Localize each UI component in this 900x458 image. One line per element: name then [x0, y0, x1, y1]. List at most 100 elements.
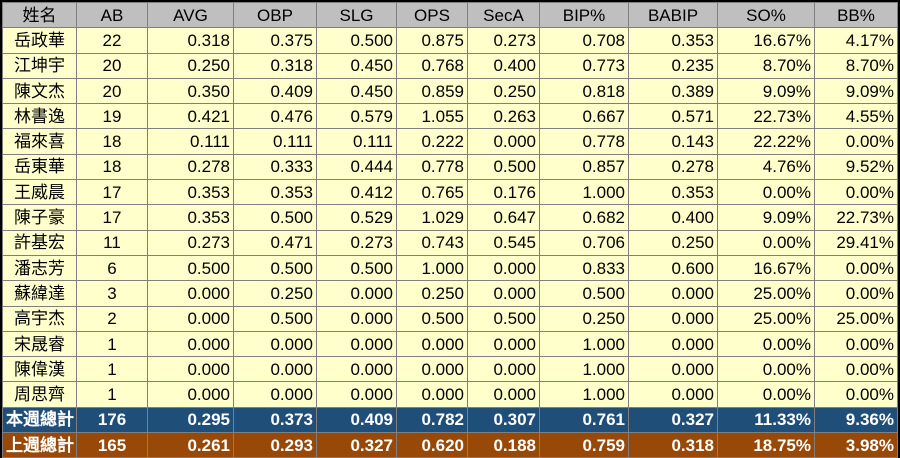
stat-cell: 0.500 — [539, 280, 629, 307]
stat-cell: 0.278 — [628, 153, 718, 181]
stat-cell: 0.318 — [147, 27, 234, 54]
total-stat-cell: 0.295 — [147, 406, 234, 434]
stat-cell: 0.263 — [467, 103, 540, 130]
stat-cell: 1.000 — [539, 381, 629, 408]
stat-cell: 0.500 — [233, 204, 317, 231]
stat-cell: 0.444 — [316, 153, 397, 181]
stat-cell: 0.00% — [717, 356, 815, 383]
stat-cell: 0.000 — [316, 305, 397, 332]
stat-cell: 0.500 — [316, 27, 397, 54]
stat-cell: 25.00% — [814, 305, 898, 332]
stat-cell: 0.000 — [628, 280, 718, 307]
stat-cell: 0.708 — [539, 27, 629, 54]
stat-cell: 0.318 — [233, 52, 317, 79]
this-week-total-row: 本週總計 176 0.295 0.373 0.409 0.782 0.307 0.761 0.3… — [2, 406, 898, 434]
stat-cell: 4.17% — [814, 27, 898, 54]
stat-cell: 0.450 — [316, 52, 397, 79]
column-header: SLG — [316, 1, 397, 29]
stat-cell: 0.333 — [233, 153, 317, 181]
table-row: 福來喜 18 0.111 0.111 0.111 0.222 0.000 0.778 0.143… — [2, 128, 898, 155]
stat-cell: 0.250 — [147, 52, 234, 79]
stat-cell: 0.500 — [233, 254, 317, 282]
table-row: 周思齊 1 0.000 0.000 0.000 0.000 0.000 1.000 0.000 0… — [2, 381, 898, 408]
stat-cell: 0.000 — [628, 305, 718, 332]
stat-cell: 0.111 — [316, 128, 397, 155]
table-row: 岳政華 22 0.318 0.375 0.500 0.875 0.273 0.708 0.353… — [2, 27, 898, 54]
stat-cell: 0.500 — [316, 254, 397, 282]
total-stat-cell: 0.293 — [233, 432, 317, 458]
stat-cell: 0.00% — [814, 381, 898, 408]
stat-cell: 0.273 — [316, 229, 397, 256]
stat-cell: 0.600 — [628, 254, 718, 282]
stat-cell: 0.000 — [467, 280, 540, 307]
stat-cell: 0.00% — [814, 128, 898, 155]
total-stat-cell: 3.98% — [814, 432, 898, 458]
stat-cell: 1 — [76, 381, 148, 408]
stat-cell: 3 — [76, 280, 148, 307]
stat-cell: 0.250 — [233, 280, 317, 307]
stat-cell: 0.667 — [539, 103, 629, 130]
table-row: 林書逸 19 0.421 0.476 0.579 1.055 0.263 0.667 0.571… — [2, 103, 898, 130]
stat-cell: 0.00% — [814, 280, 898, 307]
stat-cell: 0.471 — [233, 229, 317, 256]
stat-cell: 0.500 — [233, 305, 317, 332]
stat-cell: 0.000 — [316, 356, 397, 383]
stat-cell: 0.778 — [539, 128, 629, 155]
total-stat-cell: 0.759 — [539, 432, 629, 458]
stat-cell: 0.250 — [396, 280, 468, 307]
stat-cell: 0.000 — [316, 330, 397, 358]
table-row: 蘇緯達 3 0.000 0.250 0.000 0.250 0.000 0.500 0.000 2… — [2, 280, 898, 307]
stat-cell: 0.000 — [467, 128, 540, 155]
column-header: BIP% — [539, 1, 629, 29]
table-header: 姓名 AB AVG OBP SLG OPS SecA BIP% BABIP SO% BB% — [2, 1, 898, 29]
stat-cell: 0.000 — [467, 254, 540, 282]
column-header: AVG — [147, 1, 234, 29]
total-stat-cell: 0.261 — [147, 432, 234, 458]
table-row: 陳子豪 17 0.353 0.500 0.529 1.029 0.647 0.682 0.400… — [2, 204, 898, 231]
stat-cell: 0.500 — [396, 305, 468, 332]
stat-cell: 1 — [76, 356, 148, 383]
stat-cell: 0.111 — [233, 128, 317, 155]
stat-cell: 0.743 — [396, 229, 468, 256]
column-header: SO% — [717, 1, 815, 29]
stat-cell: 0.000 — [396, 356, 468, 383]
total-stat-cell: 9.36% — [814, 406, 898, 434]
stat-cell: 0.353 — [147, 179, 234, 206]
stat-cell: 0.000 — [147, 356, 234, 383]
stat-cell: 0.00% — [814, 179, 898, 206]
stat-cell: 0.500 — [147, 254, 234, 282]
stat-cell: 0.000 — [147, 305, 234, 332]
player-name-cell: 岳東華 — [2, 153, 77, 181]
stat-cell: 0.00% — [717, 381, 815, 408]
stat-cell: 0.353 — [628, 27, 718, 54]
stat-cell: 22.73% — [814, 204, 898, 231]
stat-cell: 0.00% — [717, 229, 815, 256]
stat-cell: 0.000 — [628, 381, 718, 408]
stat-cell: 0.000 — [233, 356, 317, 383]
stat-cell: 0.859 — [396, 77, 468, 105]
player-name-cell: 周思齊 — [2, 381, 77, 408]
stat-cell: 0.000 — [147, 381, 234, 408]
stat-cell: 0.529 — [316, 204, 397, 231]
stat-cell: 2 — [76, 305, 148, 332]
player-name-cell: 陳子豪 — [2, 204, 77, 231]
column-header: OPS — [396, 1, 468, 29]
stat-cell: 29.41% — [814, 229, 898, 256]
stat-cell: 0.778 — [396, 153, 468, 181]
stat-cell: 1.000 — [539, 330, 629, 358]
table-row: 岳東華 18 0.278 0.333 0.444 0.778 0.500 0.857 0.278… — [2, 153, 898, 181]
stat-cell: 9.09% — [717, 204, 815, 231]
stat-cell: 1.000 — [539, 356, 629, 383]
total-stat-cell: 0.318 — [628, 432, 718, 458]
stat-cell: 4.55% — [814, 103, 898, 130]
header-row: 姓名 AB AVG OBP SLG OPS SecA BIP% BABIP SO% BB% — [2, 1, 898, 29]
stat-cell: 0.353 — [233, 179, 317, 206]
total-stat-cell: 0.782 — [396, 406, 468, 434]
stat-cell: 0.000 — [467, 381, 540, 408]
stat-cell: 0.273 — [147, 229, 234, 256]
stat-cell: 1.000 — [396, 254, 468, 282]
stat-cell: 11 — [76, 229, 148, 256]
player-name-cell: 許基宏 — [2, 229, 77, 256]
last-week-total-row: 上週總計 165 0.261 0.293 0.327 0.620 0.188 0.759 0.3… — [2, 432, 898, 458]
